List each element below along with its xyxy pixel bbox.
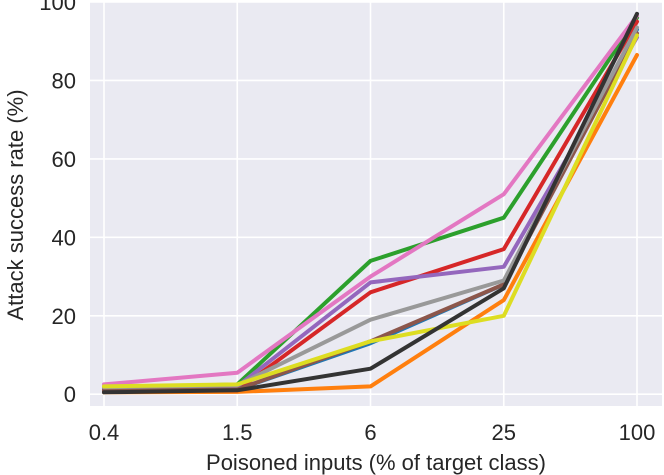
x-axis-label: Poisoned inputs (% of target class) [206, 450, 546, 475]
x-axis-ticks: 0.4 1.5 6 25 100 [89, 420, 656, 445]
plot-background [90, 2, 662, 406]
x-tick-label: 1.5 [222, 420, 253, 445]
y-axis-ticks: 0 20 40 60 80 100 [39, 0, 76, 407]
y-tick-label: 100 [39, 0, 76, 15]
series-line [102, 11, 639, 395]
series-line [102, 33, 639, 389]
x-tick-label: 6 [364, 420, 376, 445]
series-line [102, 13, 639, 387]
y-axis-label: Attack success rate (%) [3, 89, 28, 320]
y-tick-label: 40 [52, 225, 76, 250]
x-tick-label: 100 [619, 420, 656, 445]
y-tick-label: 80 [52, 68, 76, 93]
x-tick-label: 0.4 [89, 420, 120, 445]
y-tick-label: 60 [52, 147, 76, 172]
x-tick-label: 25 [492, 420, 516, 445]
y-tick-label: 0 [64, 382, 76, 407]
series-layer [102, 11, 639, 395]
grid-lines [90, 1, 662, 406]
y-tick-label: 20 [52, 304, 76, 329]
